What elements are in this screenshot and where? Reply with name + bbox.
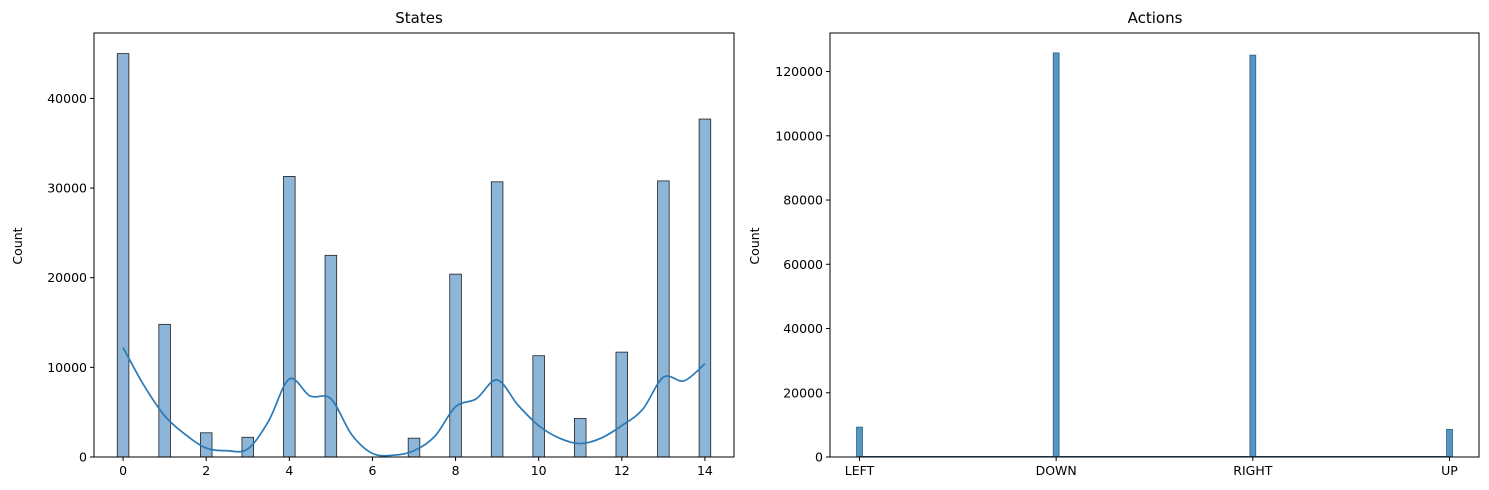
- states-bar: [490, 181, 504, 458]
- states-x-tick-label: 12: [614, 463, 630, 478]
- states-x-tick-label: 4: [285, 463, 293, 478]
- states-y-tick-label: 40000: [47, 91, 87, 106]
- states-bar: [324, 254, 338, 458]
- actions-bars: [856, 52, 1453, 458]
- states-x-tick-label: 10: [531, 463, 547, 478]
- actions-y-tick-label: 120000: [775, 64, 823, 79]
- states-bar: [615, 351, 629, 458]
- actions-y-axis-label: Count: [747, 227, 762, 264]
- states-chart-title: States: [395, 9, 443, 27]
- actions-chart-title: Actions: [1128, 9, 1183, 27]
- states-bars: [116, 53, 712, 458]
- states-x-tick-label: 2: [202, 463, 210, 478]
- states-y-axis-ticks: 0 10000 20000 30000 40000: [47, 91, 94, 465]
- actions-y-tick-label: 20000: [783, 385, 823, 400]
- states-bar: [657, 180, 670, 458]
- actions-y-tick-label: 40000: [783, 321, 823, 336]
- states-kde-line: [122, 347, 706, 457]
- states-bar: [407, 437, 421, 458]
- actions-bar-up: [1446, 428, 1453, 458]
- actions-x-tick-label: UP: [1441, 463, 1458, 478]
- actions-x-tick-label: RIGHT: [1233, 463, 1272, 478]
- actions-y-tick-label: 60000: [783, 257, 823, 272]
- states-x-tick-label: 6: [368, 463, 376, 478]
- states-y-axis-label: Count: [10, 227, 25, 264]
- states-x-tick-label: 0: [119, 463, 127, 478]
- actions-bar-left: [856, 426, 863, 458]
- actions-bar-down: [1052, 52, 1060, 458]
- states-bar: [283, 176, 296, 458]
- states-bar: [158, 323, 171, 458]
- states-bar: [241, 436, 254, 458]
- states-bar: [199, 432, 213, 458]
- actions-plot-frame: [829, 32, 1480, 458]
- states-histogram-panel: States Count 0 2 4 6 8 10 12 14 0 10000 20000 3000…: [10, 9, 735, 478]
- actions-y-tick-label: 0: [815, 450, 823, 465]
- states-bar: [574, 418, 587, 458]
- states-x-tick-label: 8: [452, 463, 460, 478]
- states-y-tick-label: 20000: [47, 270, 87, 285]
- states-bar: [532, 355, 545, 458]
- states-y-tick-label: 10000: [47, 360, 87, 375]
- actions-histogram-panel: Actions Count LEFT DOWN RIGHT UP 0 20000 4000…: [747, 9, 1480, 478]
- states-x-axis-ticks: 0 2 4 6 8 10 12 14: [119, 457, 713, 478]
- actions-bar-right: [1249, 54, 1257, 458]
- actions-x-tick-label: LEFT: [845, 463, 875, 478]
- actions-x-axis-ticks: LEFT DOWN RIGHT UP: [845, 457, 1458, 478]
- states-y-tick-label: 0: [79, 450, 87, 465]
- actions-y-axis-ticks: 0 20000 40000 60000 80000 100000 120000: [775, 64, 830, 465]
- states-plot-frame: [93, 32, 735, 458]
- states-y-tick-label: 30000: [47, 181, 87, 196]
- actions-x-tick-label: DOWN: [1036, 463, 1077, 478]
- actions-y-tick-label: 80000: [783, 193, 823, 208]
- states-bar: [449, 273, 462, 458]
- states-bar: [116, 53, 130, 458]
- states-x-tick-label: 14: [697, 463, 713, 478]
- actions-y-tick-label: 100000: [775, 128, 823, 143]
- states-bar: [698, 118, 712, 458]
